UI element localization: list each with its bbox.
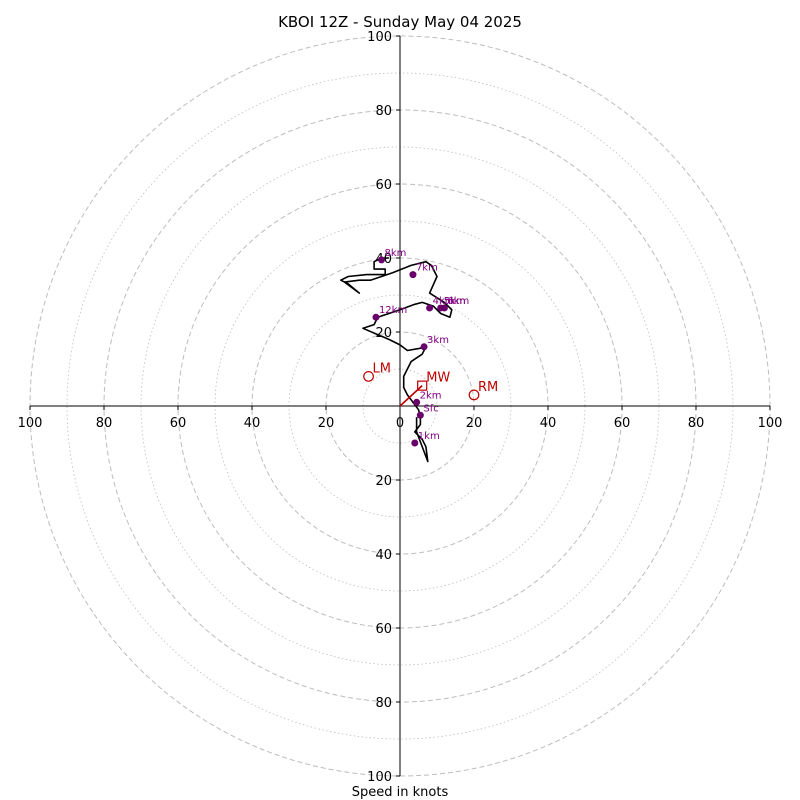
x-tick-label: 40 [540,416,557,431]
x-tick-label: 100 [18,416,43,431]
height-marker-12km [372,313,380,321]
height-marker-7km [409,271,417,279]
height-label-6km: 6km [447,296,469,307]
rm-label: RM [478,380,498,395]
x-tick-label: 20 [466,416,483,431]
y-tick-label: 60 [375,622,392,637]
lm-marker [363,371,374,382]
height-label-3km: 3km [427,335,449,346]
height-label-5km: 5km [444,296,466,307]
height-marker-sfc [416,411,424,419]
mw-label: MW [426,371,450,386]
height-marker-8km [378,256,385,264]
height-label-1km: 1km [418,431,440,442]
x-tick-label: 0 [396,416,404,431]
height-marker-2km [413,398,421,406]
height-label-7km: 7km [416,263,438,274]
y-tick-label: 100 [367,770,392,785]
x-tick-label: 100 [758,416,783,431]
height-label-4km: 4km [433,296,455,307]
height-label-8km: 8km [385,248,407,259]
chart-title: KBOI 12Z - Sunday May 04 2025 [278,13,522,31]
x-axis-label: Speed in knots [352,785,449,800]
y-tick-label: 80 [375,104,392,119]
y-tick-label: 60 [375,178,392,193]
height-label-12km: 12km [379,305,407,316]
x-tick-label: 20 [318,416,335,431]
y-tick-label: 100 [367,30,392,45]
height-marker-6km [440,304,448,312]
height-label-sfc: Sfc [423,403,438,414]
mean-wind-vector [399,385,423,407]
y-tick-label: 20 [375,474,392,489]
tick-labels: 1008060402002040608010020406080100204060… [18,30,783,785]
y-tick-label: 40 [375,548,392,563]
x-tick-label: 40 [244,416,261,431]
x-tick-label: 80 [96,416,113,431]
rm-marker [468,389,480,401]
height-label-2km: 2km [420,390,442,401]
storm-motions: LM MW RM [363,361,498,407]
x-tick-label: 60 [614,416,631,431]
mw-marker [417,380,428,391]
y-tick-label: 20 [375,326,392,341]
height-marker-3km [420,343,428,351]
height-marker-1km [411,439,419,447]
y-tick-label: 80 [375,696,392,711]
height-marker-4km [426,304,434,312]
lm-label: LM [373,361,391,376]
x-tick-label: 60 [170,416,187,431]
x-tick-label: 80 [688,416,705,431]
